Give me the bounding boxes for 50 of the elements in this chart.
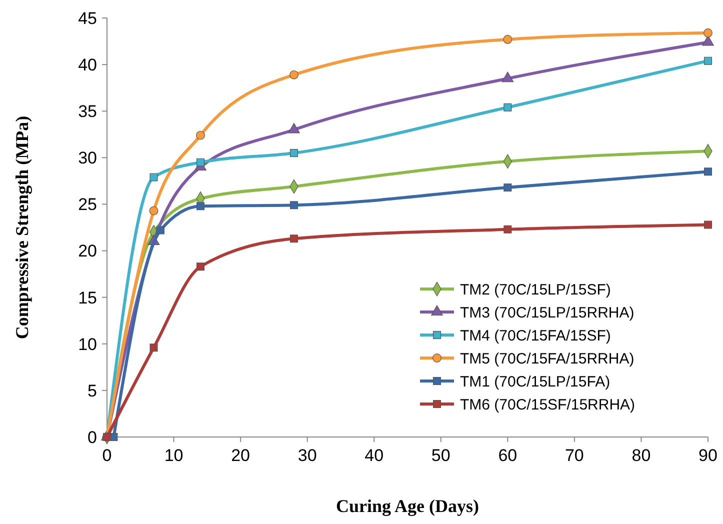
point [289, 70, 298, 80]
legend-label: TM1 (70C/15LP/15FA) [460, 373, 610, 390]
point [502, 72, 514, 82]
legend-label: TM5 (70C/15FA/15RRHA) [460, 350, 634, 368]
legend-label: TM6 (70C/15SF/15RRHA) [460, 396, 636, 414]
point [156, 226, 164, 234]
y-tick-label: 5 [88, 381, 97, 400]
point [504, 225, 512, 234]
x-tick-label: 40 [364, 446, 384, 465]
point [504, 183, 512, 192]
point [196, 130, 205, 140]
y-tick-label: 30 [78, 148, 97, 168]
point [704, 168, 712, 176]
y-tick-label: 15 [78, 288, 97, 308]
x-tick-label: 0 [102, 446, 112, 465]
point [704, 56, 712, 65]
point [504, 103, 512, 112]
x-axis-title: Curing Age (Days) [336, 496, 480, 516]
point [704, 28, 712, 38]
y-tick-label: 20 [78, 242, 97, 261]
x-tick-label: 50 [431, 446, 450, 465]
point [196, 262, 204, 271]
point [704, 220, 712, 229]
x-tick-label: 80 [632, 446, 651, 465]
point [196, 158, 204, 166]
y-axis-title: Compressive Strength (MPa) [12, 116, 32, 340]
point [196, 202, 204, 210]
y-tick-label: 40 [78, 56, 97, 75]
y-tick-label: 35 [78, 102, 97, 122]
y-tick-label: 0 [88, 428, 97, 447]
point [290, 201, 298, 210]
x-tick-label: 20 [231, 446, 250, 465]
x-tick-label: 30 [298, 446, 317, 465]
legend-label: TM4 (70C/15FA/15SF) [460, 327, 611, 344]
point [503, 34, 512, 44]
point [290, 234, 298, 243]
point [288, 122, 300, 134]
legend-label: TM2 (70C/15LP/15SF) [460, 281, 611, 298]
x-tick-label: 60 [498, 446, 518, 465]
y-tick-label: 25 [78, 195, 97, 214]
point [290, 149, 298, 158]
y-tick-label: 45 [78, 8, 97, 28]
point [150, 344, 158, 352]
x-tick-label: 70 [564, 446, 584, 465]
y-tick-label: 10 [78, 334, 97, 354]
x-tick-label: 90 [698, 446, 718, 465]
legend-label: TM3 (70C/15LP/15RRHA) [460, 304, 634, 322]
point [149, 206, 158, 216]
point [150, 173, 158, 182]
x-tick-label: 10 [164, 446, 184, 465]
